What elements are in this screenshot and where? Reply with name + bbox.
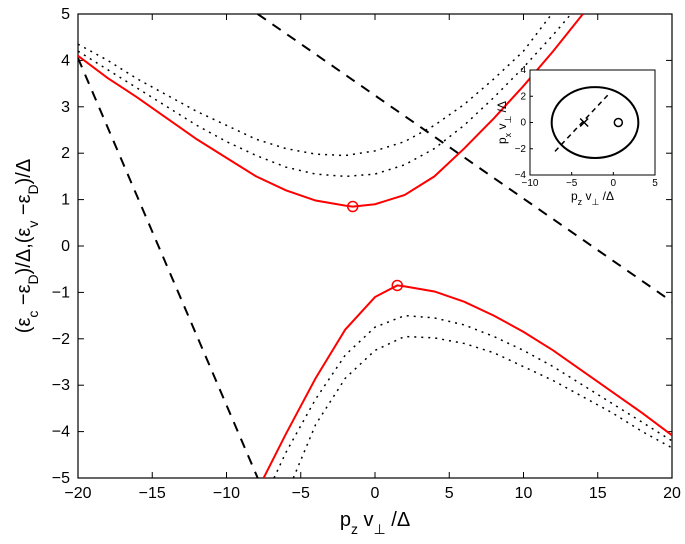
svg-text:10: 10 bbox=[515, 485, 533, 502]
svg-text:−5: −5 bbox=[52, 470, 70, 487]
svg-text:0: 0 bbox=[520, 118, 526, 129]
svg-text:2: 2 bbox=[61, 145, 70, 162]
svg-text:pz v⊥ /Δ: pz v⊥ /Δ bbox=[571, 189, 614, 207]
svg-text:−1: −1 bbox=[52, 284, 70, 301]
svg-text:−10: −10 bbox=[213, 485, 240, 502]
chart-container: −20−15−10−505101520−5−4−3−2−1012345pz v⊥… bbox=[0, 0, 685, 544]
svg-text:−5: −5 bbox=[566, 178, 578, 189]
svg-text:−15: −15 bbox=[139, 485, 166, 502]
svg-text:−2: −2 bbox=[52, 331, 70, 348]
svg-text:5: 5 bbox=[445, 485, 454, 502]
svg-text:3: 3 bbox=[61, 99, 70, 116]
svg-text:0: 0 bbox=[371, 485, 380, 502]
main-chart-svg: −20−15−10−505101520−5−4−3−2−1012345pz v⊥… bbox=[0, 0, 685, 544]
svg-text:15: 15 bbox=[589, 485, 607, 502]
svg-text:2: 2 bbox=[520, 91, 526, 102]
svg-text:20: 20 bbox=[663, 485, 681, 502]
svg-text:4: 4 bbox=[520, 65, 526, 76]
svg-text:0: 0 bbox=[61, 238, 70, 255]
svg-text:0: 0 bbox=[611, 178, 617, 189]
svg-text:−5: −5 bbox=[292, 485, 310, 502]
svg-text:(εc −εD)/Δ,(εv −εD)/Δ: (εc −εD)/Δ,(εv −εD)/Δ bbox=[13, 159, 41, 333]
svg-text:4: 4 bbox=[61, 52, 70, 69]
svg-text:−3: −3 bbox=[52, 377, 70, 394]
svg-text:−4: −4 bbox=[515, 170, 527, 181]
svg-text:5: 5 bbox=[61, 6, 70, 23]
svg-text:−2: −2 bbox=[515, 144, 527, 155]
svg-text:1: 1 bbox=[61, 192, 70, 209]
svg-text:px v⊥ /Δ: px v⊥ /Δ bbox=[495, 101, 513, 144]
svg-text:−4: −4 bbox=[52, 424, 70, 441]
svg-text:−20: −20 bbox=[64, 485, 91, 502]
svg-text:5: 5 bbox=[652, 178, 658, 189]
svg-text:pz v⊥ /Δ: pz v⊥ /Δ bbox=[340, 509, 410, 537]
